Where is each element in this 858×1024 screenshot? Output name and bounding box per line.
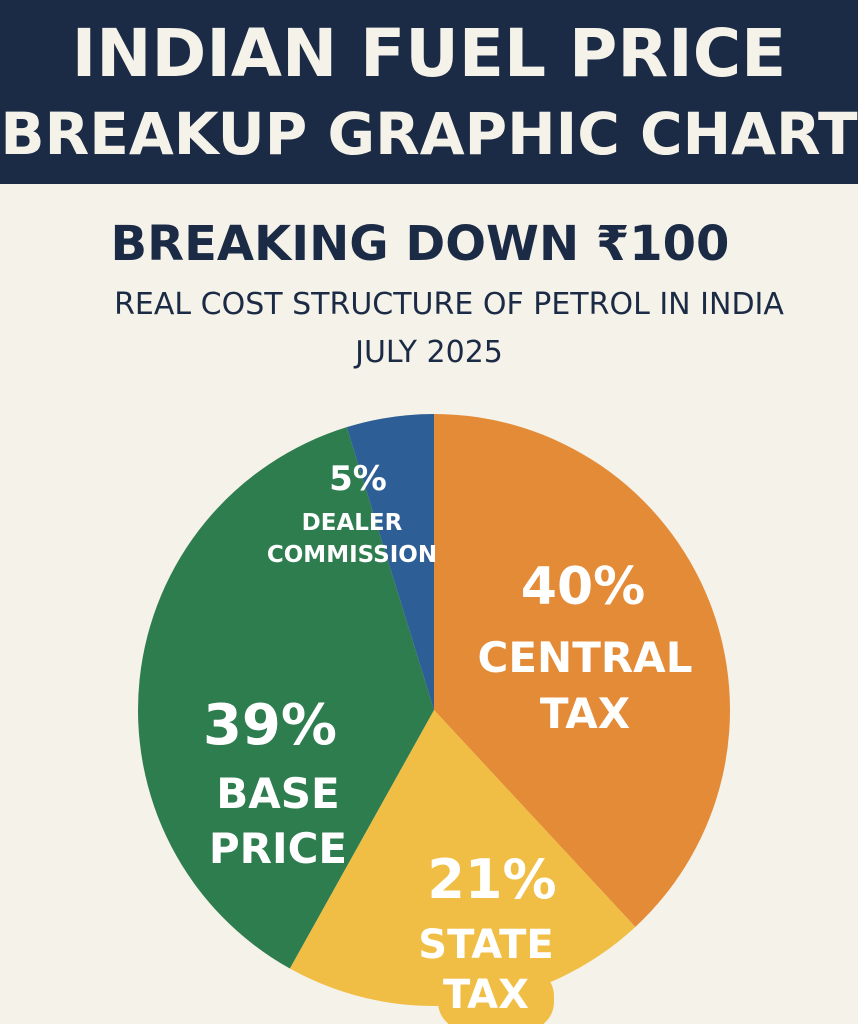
header-banner: INDIAN FUEL PRICE BREAKUP GRAPHIC CHART	[0, 0, 858, 184]
pie-slice-state-tax	[289, 710, 636, 1006]
pie-slice-base-price	[138, 427, 434, 969]
pie-label-dealer-commission-line-1: DEALER	[302, 510, 403, 536]
pie-slice-central-tax	[434, 414, 730, 927]
pie-label-state-tax-line-1: STATE	[418, 922, 553, 968]
pie-label-state-tax-line-2: TAX	[443, 972, 529, 1018]
pie-value-central-tax: 40%	[521, 557, 645, 617]
page-title-line-1: INDIAN FUEL PRICE	[71, 15, 787, 92]
pie-label-base-price-line-1: BASE	[216, 769, 339, 818]
pie-value-base-price: 39%	[203, 693, 337, 758]
date-label: JULY 2025	[355, 335, 503, 370]
pie-slice-dealer-commission	[346, 414, 434, 710]
pie-label-base-price-line-2: PRICE	[209, 824, 347, 873]
pie-label-dealer-commission-line-2: COMMISSION	[267, 542, 437, 568]
page-title-line-2: BREAKUP GRAPHIC CHART	[0, 100, 858, 168]
state-tax-label-tab	[438, 968, 554, 1024]
pie-value-state-tax: 21%	[427, 848, 556, 911]
description: REAL COST STRUCTURE OF PETROL IN INDIA	[114, 287, 784, 322]
pie-label-central-tax-line-1: CENTRAL	[478, 633, 693, 682]
pie-label-central-tax-line-2: TAX	[540, 689, 630, 738]
subtitle: BREAKING DOWN ₹100	[110, 216, 730, 272]
pie-value-dealer-commission: 5%	[329, 459, 387, 499]
